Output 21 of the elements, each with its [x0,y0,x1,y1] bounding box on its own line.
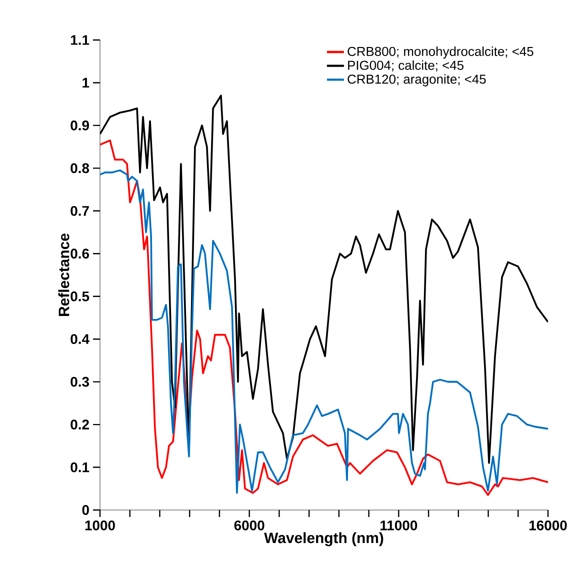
y-tick-label: 0 [82,505,89,515]
y-axis-title: Reflectance [58,234,70,316]
y-tick-label: 0.1 [70,462,90,472]
y-tick-label: 0.9 [70,120,89,130]
x-tick-label: 6000 [234,520,264,530]
y-tick-label: 0.7 [70,206,89,216]
x-axis-title: Wavelength (nm) [264,532,384,546]
x-tick-label: 16000 [529,520,567,530]
x-tick-label: 1000 [85,520,115,530]
legend-label: CRB800; monohydrocalcite; <45 [348,46,534,59]
y-tick-label: 1 [82,78,90,88]
y-tick-label: 0.4 [70,334,90,344]
legend-label: CRB120; aragonite; <45 [348,74,486,86]
y-tick-label: 1.1 [70,35,90,45]
y-tick-label: 0.8 [70,163,90,174]
x-tick-label: 11000 [380,520,418,530]
y-tick-label: 0.2 [70,420,89,430]
y-tick-label: 0.6 [70,248,89,259]
y-tick-label: 0.5 [70,291,90,302]
y-tick-label: 0.3 [70,376,89,387]
legend-label: PIG004; calcite; <45 [348,60,464,72]
